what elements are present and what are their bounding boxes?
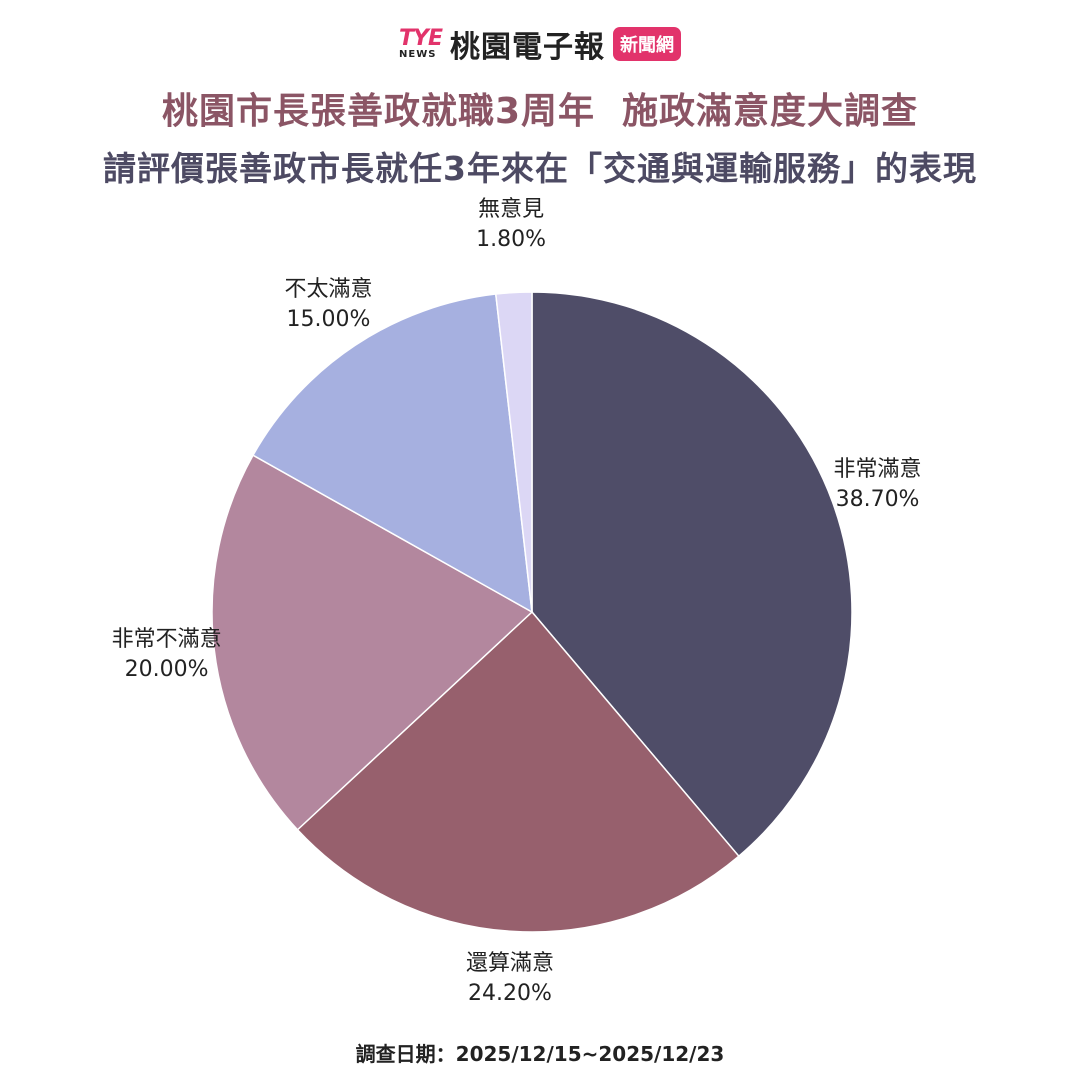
brand-logo-news: NEWS [399, 49, 437, 60]
brand-badge: 新聞網 [612, 27, 681, 61]
pie-slice-value: 1.80% [476, 226, 547, 252]
brand-header: TYE NEWS 桃園電子報 新聞網 [0, 22, 1080, 66]
pie-slice-label: 還算滿意 24.20% [466, 949, 554, 1009]
pie-slice-label: 不太滿意 15.00% [284, 275, 372, 335]
brand-logo-mark: TYE [399, 26, 443, 51]
pie-slice-name: 不太滿意 [284, 277, 373, 303]
pie-slice [211, 454, 534, 831]
pie-slice [531, 291, 853, 858]
pie-slice-value: 24.20% [468, 981, 552, 1007]
pie-slice [252, 293, 533, 614]
pie-slice-label: 無意見 1.80% [476, 195, 546, 255]
pie-slice-value: 15.00% [286, 307, 371, 333]
pie-slice-name: 非常不滿意 [111, 627, 222, 653]
pie-slice-name: 無意見 [478, 196, 545, 222]
brand-name: 桃園電子報 [449, 30, 605, 65]
pie-slice-label: 非常不滿意 20.00% [112, 625, 222, 685]
pie-slice [494, 291, 533, 613]
pie-slice-value: 38.70% [835, 487, 920, 513]
chart-subtitle: 請評價張善政市長就任3年來在「交通與運輸服務」的表現 [103, 149, 977, 188]
brand-logo: TYE NEWS [399, 26, 443, 60]
pie-slice [296, 610, 740, 933]
pie-slice-label: 非常滿意 38.70% [834, 455, 922, 515]
pie-slice-name: 還算滿意 [465, 951, 554, 977]
pie-slice-value: 20.00% [124, 657, 209, 683]
pie-slice-name: 非常滿意 [833, 457, 922, 483]
chart-title: 桃園市長張善政就職3周年 施政滿意度大調查 [161, 91, 919, 132]
survey-date: 調查日期：2025/12/15~2025/12/23 [355, 1042, 725, 1066]
